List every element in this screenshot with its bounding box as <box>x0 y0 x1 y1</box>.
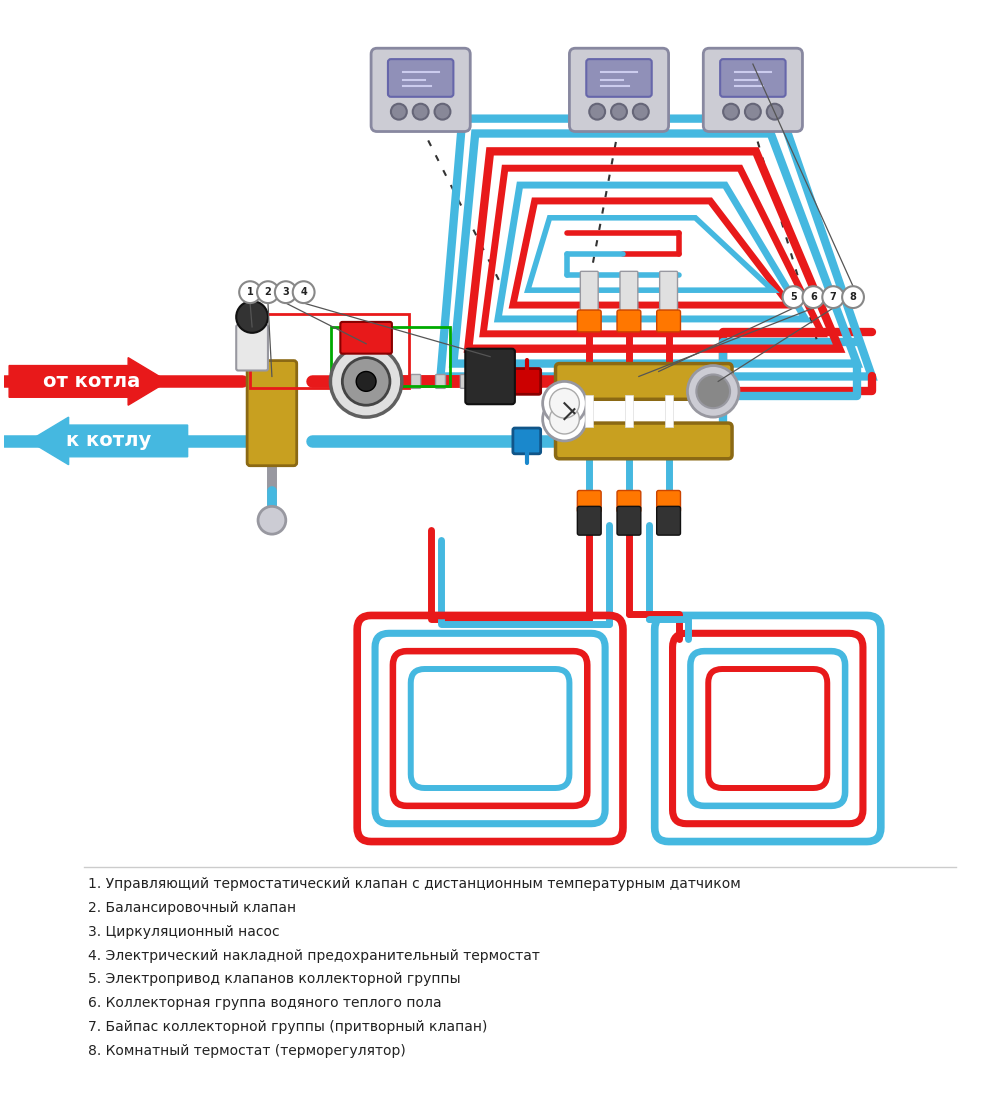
FancyBboxPatch shape <box>513 428 541 454</box>
Circle shape <box>611 103 627 120</box>
Bar <box>585 395 593 427</box>
Circle shape <box>723 103 739 120</box>
FancyBboxPatch shape <box>620 272 638 315</box>
FancyBboxPatch shape <box>371 48 470 132</box>
Text: от котла: от котла <box>43 372 140 390</box>
Circle shape <box>550 388 579 418</box>
Circle shape <box>783 286 804 308</box>
Text: 1. Управляющий термостатический клапан с дистанционным температурным датчиком: 1. Управляющий термостатический клапан с… <box>88 878 741 891</box>
FancyBboxPatch shape <box>617 310 641 332</box>
FancyBboxPatch shape <box>556 364 732 399</box>
FancyBboxPatch shape <box>657 491 680 513</box>
FancyBboxPatch shape <box>388 59 453 97</box>
Bar <box>625 395 633 427</box>
Text: 4: 4 <box>300 287 307 297</box>
FancyBboxPatch shape <box>617 491 641 513</box>
Circle shape <box>413 103 429 120</box>
FancyBboxPatch shape <box>577 310 601 332</box>
Circle shape <box>435 103 450 120</box>
Circle shape <box>236 301 268 333</box>
Circle shape <box>342 358 390 405</box>
FancyBboxPatch shape <box>236 324 268 371</box>
Circle shape <box>687 365 739 417</box>
Circle shape <box>239 282 261 304</box>
Circle shape <box>275 282 297 304</box>
Text: 7: 7 <box>830 293 837 303</box>
FancyBboxPatch shape <box>465 349 515 404</box>
Text: 4. Электрический накладной предохранительный термостат: 4. Электрический накладной предохранител… <box>88 948 540 962</box>
FancyBboxPatch shape <box>436 374 445 388</box>
Text: 8. Комнатный термостат (терморегулятор): 8. Комнатный термостат (терморегулятор) <box>88 1044 406 1058</box>
FancyBboxPatch shape <box>513 368 541 394</box>
Circle shape <box>330 345 402 417</box>
FancyBboxPatch shape <box>340 322 392 354</box>
Text: 3. Циркуляционный насос: 3. Циркуляционный насос <box>88 925 280 939</box>
FancyBboxPatch shape <box>569 48 669 132</box>
Circle shape <box>696 374 730 408</box>
FancyBboxPatch shape <box>510 374 520 388</box>
FancyBboxPatch shape <box>411 374 421 388</box>
Circle shape <box>258 506 286 535</box>
Bar <box>665 395 673 427</box>
Bar <box>331 327 450 386</box>
Circle shape <box>589 103 605 120</box>
Text: 7. Байпас коллекторной группы (притворный клапан): 7. Байпас коллекторной группы (притворны… <box>88 1020 488 1034</box>
Circle shape <box>842 286 864 308</box>
Circle shape <box>293 282 315 304</box>
Text: 2: 2 <box>265 287 271 297</box>
Text: 5. Электропривод клапанов коллекторной группы: 5. Электропривод клапанов коллекторной г… <box>88 972 461 987</box>
FancyBboxPatch shape <box>586 59 652 97</box>
Circle shape <box>802 286 824 308</box>
Circle shape <box>767 103 783 120</box>
FancyBboxPatch shape <box>720 59 786 97</box>
Circle shape <box>391 103 407 120</box>
Circle shape <box>257 282 279 304</box>
FancyArrow shape <box>29 417 188 464</box>
Text: 1: 1 <box>247 287 253 297</box>
Bar <box>250 314 409 388</box>
FancyBboxPatch shape <box>247 361 297 465</box>
Text: 2. Балансировочный клапан: 2. Балансировочный клапан <box>88 901 297 915</box>
Text: 6. Коллекторная группа водяного теплого пола: 6. Коллекторная группа водяного теплого … <box>88 997 442 1010</box>
FancyBboxPatch shape <box>577 491 601 513</box>
Circle shape <box>745 103 761 120</box>
Text: 8: 8 <box>850 293 856 303</box>
Circle shape <box>633 103 649 120</box>
FancyBboxPatch shape <box>660 272 678 315</box>
FancyBboxPatch shape <box>580 272 598 315</box>
Text: 5: 5 <box>790 293 797 303</box>
FancyBboxPatch shape <box>657 310 680 332</box>
Circle shape <box>550 404 579 434</box>
Text: 3: 3 <box>282 287 289 297</box>
FancyBboxPatch shape <box>617 506 641 535</box>
Text: к котлу: к котлу <box>66 431 151 450</box>
Circle shape <box>356 372 376 392</box>
Circle shape <box>543 382 586 425</box>
FancyBboxPatch shape <box>577 506 601 535</box>
FancyBboxPatch shape <box>556 424 732 459</box>
Circle shape <box>543 397 586 441</box>
FancyBboxPatch shape <box>460 374 470 388</box>
Circle shape <box>822 286 844 308</box>
Text: 6: 6 <box>810 293 817 303</box>
FancyBboxPatch shape <box>657 506 680 535</box>
FancyBboxPatch shape <box>703 48 802 132</box>
FancyBboxPatch shape <box>485 374 495 388</box>
FancyArrow shape <box>9 358 168 405</box>
